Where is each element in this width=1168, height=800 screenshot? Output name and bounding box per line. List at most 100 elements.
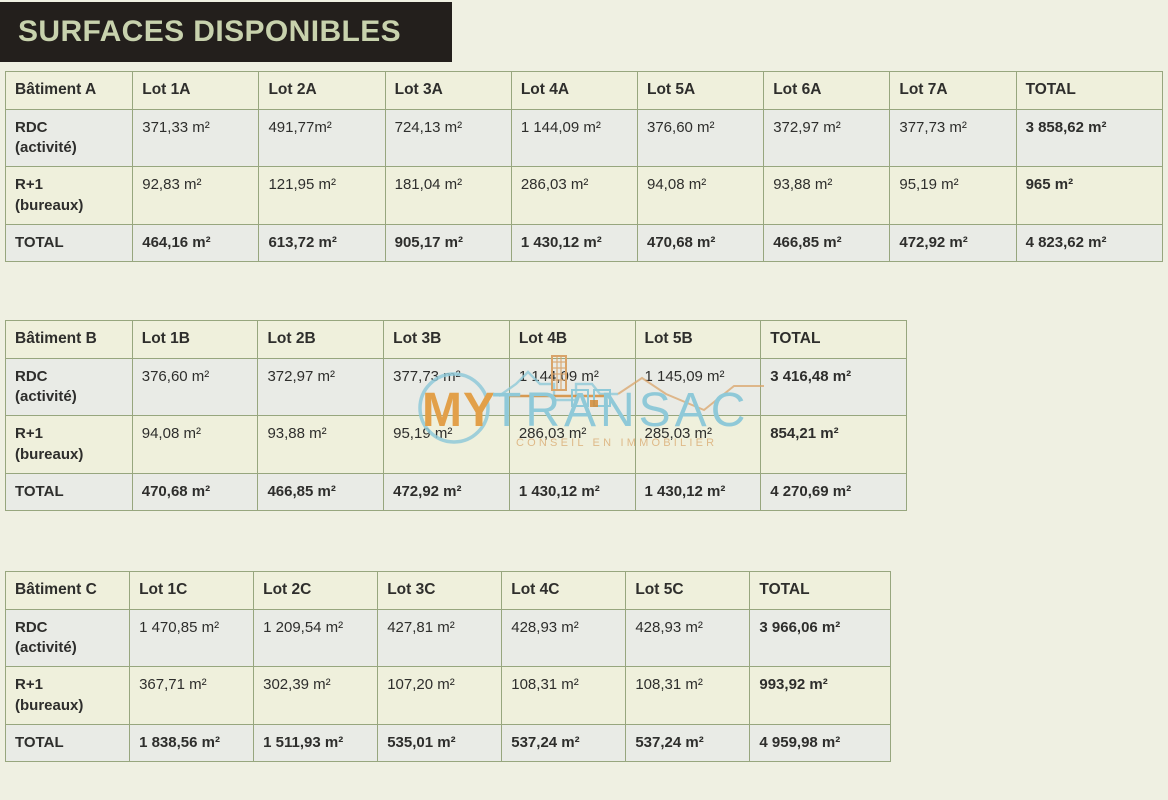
table-c-header-row: Bâtiment C Lot 1C Lot 2C Lot 3C Lot 4C L… [4, 571, 891, 610]
table-a-header-lot-4a: Lot 4A [510, 71, 639, 110]
cell-b-r1-lot5b: 285,03 m² [634, 415, 762, 474]
cell-a-total-lot3a: 905,17 m² [384, 223, 512, 263]
cell-c-total-lot3c: 535,01 m² [377, 723, 503, 763]
cell-a-total-lot5a: 470,68 m² [636, 223, 765, 263]
cell-b-r1-lot1b: 94,08 m² [131, 415, 259, 474]
table-a-header-row: Bâtiment A Lot 1A Lot 2A Lot 3A Lot 4A L… [4, 71, 1164, 110]
table-a-header-lot-2a: Lot 2A [258, 71, 386, 110]
cell-a-r1-total: 965 m² [1015, 166, 1164, 225]
cell-a-r1-lot4a: 286,03 m² [510, 166, 639, 225]
cell-a-rdc-lot5a: 376,60 m² [636, 108, 765, 168]
table-b-row-label-rdc: RDC (activité) [5, 357, 133, 417]
table-c-header-lot-3c: Lot 3C [377, 571, 503, 610]
cell-a-rdc-lot3a: 724,13 m² [384, 108, 512, 168]
table-a-header-total: TOTAL [1015, 71, 1164, 110]
table-b-header-lot-4b: Lot 4B [508, 320, 636, 359]
table-b-header-lot-2b: Lot 2B [257, 320, 385, 359]
cell-a-r1-lot3a: 181,04 m² [384, 166, 512, 225]
table-a-row-label-r1: R+1 (bureaux) [4, 166, 134, 225]
table-a-header-lot-6a: Lot 6A [763, 71, 891, 110]
cell-a-rdc-lot6a: 372,97 m² [763, 108, 891, 168]
cell-a-rdc-lot2a: 491,77m² [258, 108, 386, 168]
cell-c-rdc-total: 3 966,06 m² [749, 608, 891, 668]
cell-b-total-lot2b: 466,85 m² [257, 472, 385, 512]
surfaces-table-batiment-a: Bâtiment A Lot 1A Lot 2A Lot 3A Lot 4A L… [4, 71, 1164, 263]
table-row: R+1 (bureaux) 94,08 m² 93,88 m² 95,19 m² … [5, 415, 907, 474]
cell-c-r1-lot1c: 367,71 m² [129, 666, 255, 725]
cell-a-r1-lot2a: 121,95 m² [258, 166, 386, 225]
table-c-header-lot-4c: Lot 4C [501, 571, 627, 610]
cell-a-r1-lot1a: 92,83 m² [132, 166, 260, 225]
cell-a-total-lot6a: 466,85 m² [763, 223, 891, 263]
cell-c-total-total: 4 959,98 m² [749, 723, 891, 763]
table-c-header-building: Bâtiment C [4, 571, 131, 610]
cell-c-r1-total: 993,92 m² [749, 666, 891, 725]
cell-b-total-lot5b: 1 430,12 m² [634, 472, 762, 512]
cell-c-rdc-lot2c: 1 209,54 m² [253, 608, 379, 668]
row-label-line1: R+1 [15, 176, 43, 194]
table-row: R+1 (bureaux) 92,83 m² 121,95 m² 181,04 m… [4, 166, 1164, 225]
table-b-header-lot-5b: Lot 5B [634, 320, 762, 359]
table-a-header-lot-1a: Lot 1A [132, 71, 260, 110]
surfaces-table-batiment-b: Bâtiment B Lot 1B Lot 2B Lot 3B Lot 4B L… [5, 320, 907, 512]
cell-b-total-lot1b: 470,68 m² [131, 472, 259, 512]
table-b: Bâtiment B Lot 1B Lot 2B Lot 3B Lot 4B L… [5, 320, 907, 512]
cell-a-total-lot2a: 613,72 m² [258, 223, 386, 263]
page-title-banner: SURFACES DISPONIBLES [0, 2, 452, 62]
cell-c-rdc-lot4c: 428,93 m² [501, 608, 627, 668]
row-label-line2: (activité) [15, 139, 77, 157]
table-a-row-label-rdc: RDC (activité) [4, 108, 134, 168]
table-row: RDC (activité) 376,60 m² 372,97 m² 377,73… [5, 357, 907, 417]
cell-a-r1-lot7a: 95,19 m² [889, 166, 1017, 225]
cell-b-r1-lot2b: 93,88 m² [257, 415, 385, 474]
cell-c-rdc-lot3c: 427,81 m² [377, 608, 503, 668]
cell-a-total-lot1a: 464,16 m² [132, 223, 260, 263]
cell-c-total-lot5c: 537,24 m² [625, 723, 751, 763]
table-c-row-label-total: TOTAL [4, 723, 131, 763]
table-row: TOTAL 464,16 m² 613,72 m² 905,17 m² 1 43… [4, 223, 1164, 263]
row-label-line2: (bureaux) [15, 196, 84, 214]
table-row: TOTAL 470,68 m² 466,85 m² 472,92 m² 1 43… [5, 472, 907, 512]
row-label-line1: R+1 [15, 676, 43, 694]
table-b-header-row: Bâtiment B Lot 1B Lot 2B Lot 3B Lot 4B L… [5, 320, 907, 359]
cell-c-r1-lot2c: 302,39 m² [253, 666, 379, 725]
table-b-row-label-r1: R+1 (bureaux) [5, 415, 133, 474]
cell-a-total-lot4a: 1 430,12 m² [510, 223, 639, 263]
cell-b-total-total: 4 270,69 m² [760, 472, 907, 512]
cell-c-r1-lot3c: 107,20 m² [377, 666, 503, 725]
cell-b-rdc-lot1b: 376,60 m² [131, 357, 259, 417]
table-c-header-total: TOTAL [749, 571, 891, 610]
cell-b-total-lot4b: 1 430,12 m² [508, 472, 636, 512]
table-b-header-lot-3b: Lot 3B [383, 320, 510, 359]
table-c-row-label-r1: R+1 (bureaux) [4, 666, 131, 725]
cell-a-total-lot7a: 472,92 m² [889, 223, 1017, 263]
table-a-row-label-total: TOTAL [4, 223, 134, 263]
cell-a-rdc-lot7a: 377,73 m² [889, 108, 1017, 168]
cell-c-total-lot1c: 1 838,56 m² [129, 723, 255, 763]
table-c-row-label-rdc: RDC (activité) [4, 608, 131, 668]
cell-b-r1-lot4b: 286,03 m² [508, 415, 636, 474]
page-title: SURFACES DISPONIBLES [18, 15, 402, 48]
table-b-header-building: Bâtiment B [5, 320, 133, 359]
table-a-header-building: Bâtiment A [4, 71, 134, 110]
cell-c-total-lot2c: 1 511,93 m² [253, 723, 379, 763]
table-c-header-lot-2c: Lot 2C [253, 571, 379, 610]
row-label-line1: R+1 [15, 425, 43, 443]
cell-c-r1-lot4c: 108,31 m² [501, 666, 627, 725]
row-label-line1: RDC [15, 367, 48, 385]
table-a-header-lot-3a: Lot 3A [384, 71, 512, 110]
cell-a-total-total: 4 823,62 m² [1015, 223, 1164, 263]
table-a-header-lot-5a: Lot 5A [636, 71, 765, 110]
row-label-line2: (bureaux) [15, 445, 84, 463]
row-label-line2: (activité) [15, 388, 77, 406]
cell-b-rdc-total: 3 416,48 m² [760, 357, 907, 417]
table-a: Bâtiment A Lot 1A Lot 2A Lot 3A Lot 4A L… [4, 71, 1164, 263]
cell-b-total-lot3b: 472,92 m² [383, 472, 510, 512]
cell-b-r1-lot3b: 95,19 m² [383, 415, 510, 474]
cell-a-rdc-lot4a: 1 144,09 m² [510, 108, 639, 168]
cell-a-rdc-total: 3 858,62 m² [1015, 108, 1164, 168]
table-row: R+1 (bureaux) 367,71 m² 302,39 m² 107,20 … [4, 666, 891, 725]
row-label-line1: RDC [15, 118, 48, 136]
cell-c-rdc-lot5c: 428,93 m² [625, 608, 751, 668]
table-row: RDC (activité) 1 470,85 m² 1 209,54 m² 42… [4, 608, 891, 668]
